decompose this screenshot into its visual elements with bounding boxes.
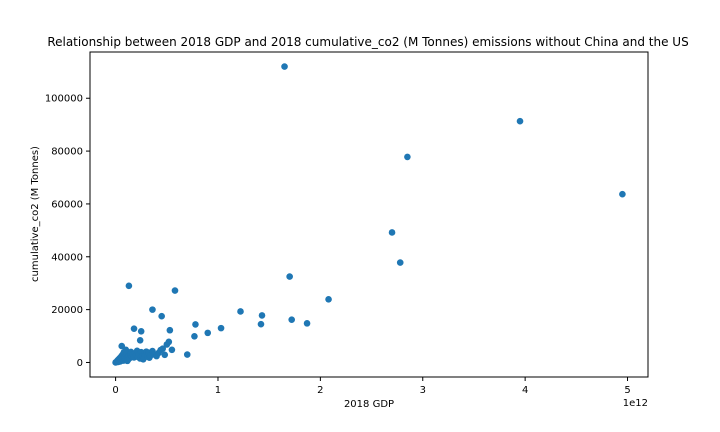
data-point-69: [171, 287, 179, 294]
data-point-74: [217, 324, 225, 332]
data-point-61: [125, 282, 133, 290]
y-tick-label: 40000: [51, 252, 83, 263]
y-tick-label: 100000: [45, 94, 83, 105]
y-tick-label: 20000: [51, 305, 83, 316]
data-points: [112, 63, 626, 366]
x-tick-label: 5: [624, 385, 630, 396]
y-tick-label: 0: [77, 358, 83, 369]
x-tick-label: 2: [317, 385, 323, 396]
data-point-87: [619, 190, 626, 198]
y-tick-label: 80000: [51, 147, 83, 158]
plot-frame: [89, 51, 649, 378]
data-point-83: [388, 229, 396, 236]
data-point-70: [183, 351, 191, 358]
y-axis-label: cumulative_co2 (M Tonnes): [30, 146, 41, 282]
data-point-68: [168, 346, 176, 354]
data-point-60: [122, 346, 130, 354]
chart-title: Relationship between 2018 GDP and 2018 c…: [47, 35, 688, 49]
data-point-86: [516, 117, 524, 125]
data-point-84: [396, 259, 404, 266]
x-tick-label: 3: [420, 385, 426, 396]
x-axis-label: 2018 GDP: [344, 399, 394, 410]
x-axis-offset-label: 1e12: [623, 398, 648, 409]
data-point-73: [204, 329, 212, 337]
data-point-80: [288, 316, 295, 323]
data-point-55: [159, 345, 166, 353]
data-point-63: [136, 336, 144, 344]
data-point-64: [137, 327, 145, 335]
x-tick-label: 0: [112, 385, 118, 396]
x-tick-label: 1: [215, 385, 221, 396]
data-point-58: [165, 338, 173, 346]
data-point-72: [192, 321, 199, 328]
data-point-79: [286, 273, 293, 280]
data-point-67: [166, 326, 174, 334]
data-point-56: [161, 351, 169, 359]
x-tick-label: 4: [522, 385, 528, 396]
data-point-77: [258, 312, 266, 319]
data-point-62: [130, 325, 138, 332]
data-point-78: [281, 63, 288, 70]
data-point-81: [303, 320, 311, 327]
data-point-76: [257, 320, 265, 328]
data-point-65: [149, 306, 156, 313]
y-tick-label: 60000: [51, 199, 83, 210]
data-point-66: [158, 312, 165, 320]
data-point-82: [325, 296, 332, 303]
x-axis-ticks: 0 1 2 3 4 5: [112, 377, 631, 396]
data-point-71: [191, 333, 198, 340]
data-point-75: [237, 308, 244, 315]
y-axis-ticks: 0 20000 40000 60000 80000 100000: [45, 94, 90, 369]
data-point-85: [404, 153, 411, 161]
